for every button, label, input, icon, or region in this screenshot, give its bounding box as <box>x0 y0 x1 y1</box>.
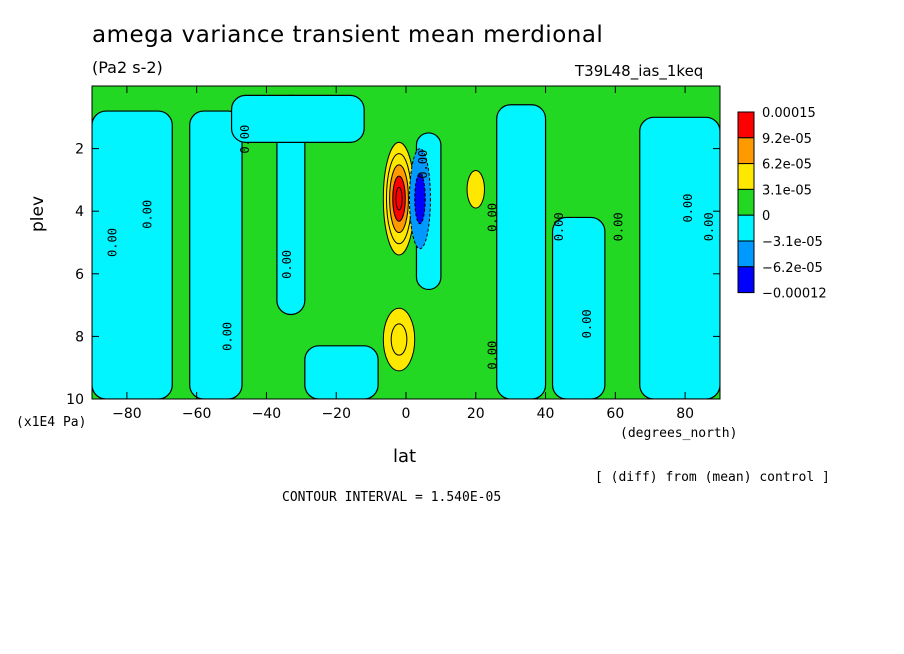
run-label: T39L48_ias_1keq <box>575 62 704 80</box>
contour-label: 0.00 <box>486 341 500 370</box>
x-axis-label: lat <box>393 446 417 467</box>
colorbar-label: 0 <box>762 209 770 224</box>
contour-label: 0.00 <box>280 250 294 279</box>
contour-label: 0.00 <box>140 200 154 229</box>
colorbar-box <box>737 111 755 139</box>
colorbar-box <box>737 240 755 268</box>
positive-contour <box>395 186 403 211</box>
x-tick-label: −80 <box>112 406 142 422</box>
colorbar: 0.00015 9.2e-05 6.2e-05 3.1e-05 0 −3.1e-05 −6.… <box>737 106 827 302</box>
contour-label: 0.00 <box>105 228 119 257</box>
colorbar-label: 3.1e-05 <box>762 183 812 198</box>
y-tick-label: 6 <box>75 267 84 283</box>
colorbar-box <box>737 188 755 216</box>
plot-area: 0.00 0.00 0.00 0.00 0.00 0.00 0.00 0.00 0.00 0.00… <box>92 86 720 399</box>
negative-region <box>551 216 606 399</box>
contour-interval: CONTOUR INTERVAL = 1.540E-05 <box>282 490 502 505</box>
negative-region <box>230 94 365 143</box>
x-tick-label: −20 <box>321 406 351 422</box>
negative-region <box>189 110 243 399</box>
colorbar-label: −3.1e-05 <box>762 235 823 250</box>
y-tick-label: 10 <box>66 392 84 408</box>
contour-label: 0.00 <box>416 150 430 179</box>
chart-units: (Pa2 s-2) <box>92 58 163 77</box>
x-tick-label: 40 <box>537 406 555 422</box>
chart-title: amega variance transient mean merdional <box>92 22 604 48</box>
x-tick-label: 0 <box>402 406 411 422</box>
negative-region <box>304 345 379 399</box>
x-tick-label: 80 <box>676 406 694 422</box>
x-tick-label: −40 <box>252 406 282 422</box>
contour-label: 0.00 <box>611 212 625 241</box>
colorbar-label: 9.2e-05 <box>762 132 812 147</box>
y-tick-label: 4 <box>75 204 84 220</box>
contour-label: 0.00 <box>580 309 594 338</box>
diff-annotation: [ (diff) from (mean) control ] <box>595 470 830 485</box>
positive-contour <box>466 170 485 209</box>
contour-label: 0.00 <box>681 194 695 223</box>
contour-label: 0.00 <box>486 203 500 232</box>
axis-ticks: −80 −60 −40 −20 0 20 40 60 80 2 4 6 8 10 <box>66 86 720 422</box>
colorbar-box <box>737 137 755 165</box>
contour-label: 0.00 <box>702 212 716 241</box>
colorbar-label: 6.2e-05 <box>762 158 812 173</box>
negative-region <box>639 116 720 399</box>
y-axis-units: (x1E4 Pa) <box>16 415 87 430</box>
y-tick-label: 2 <box>75 142 84 158</box>
positive-contour <box>390 323 408 356</box>
contour-label: 0.00 <box>221 322 235 351</box>
colorbar-label: −6.2e-05 <box>762 261 823 276</box>
colorbar-box <box>737 163 755 190</box>
colorbar-label: 0.00015 <box>762 106 816 121</box>
x-tick-label: 20 <box>467 406 485 422</box>
colorbar-box <box>737 266 755 294</box>
x-axis-units: (degrees_north) <box>620 426 738 441</box>
colorbar-box <box>737 214 755 242</box>
negative-contour <box>414 173 426 225</box>
contour-label: 0.00 <box>238 125 252 154</box>
x-tick-label: −60 <box>182 406 212 422</box>
contour-label: 0.00 <box>552 212 566 241</box>
y-tick-label: 8 <box>75 329 84 345</box>
colorbar-label: −0.00012 <box>762 287 827 302</box>
x-tick-label: 60 <box>606 406 624 422</box>
negative-region <box>496 104 547 399</box>
negative-region <box>92 110 173 399</box>
